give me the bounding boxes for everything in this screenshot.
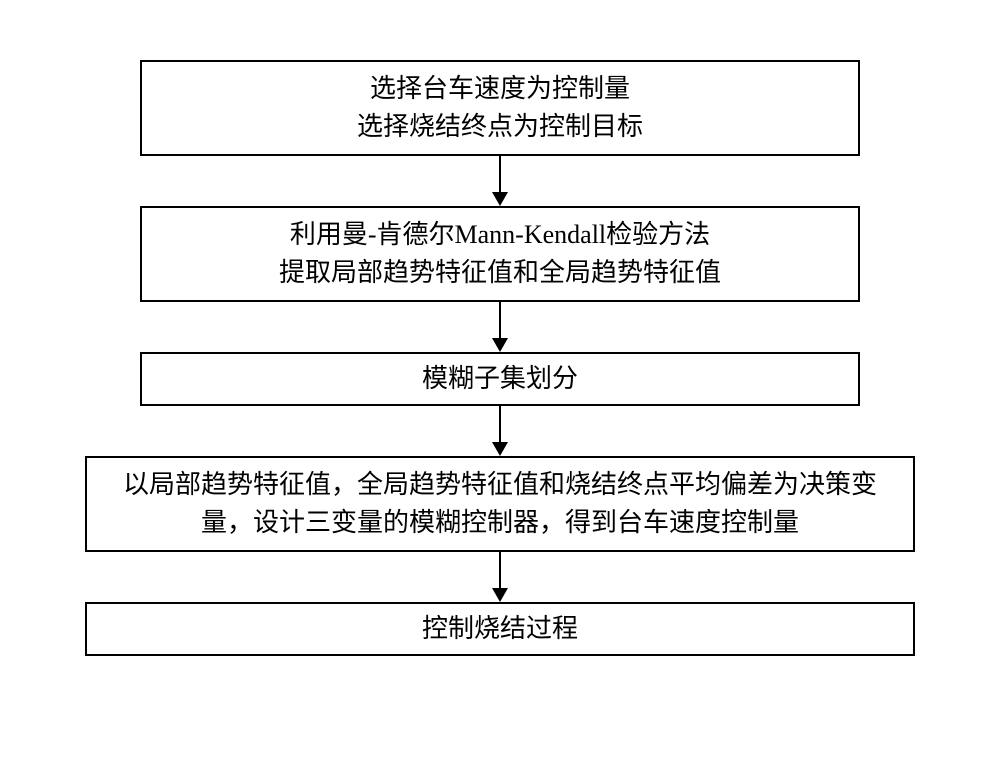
arrow-line-3 <box>499 552 501 588</box>
flow-box-2-line-0: 模糊子集划分 <box>422 360 578 398</box>
flow-arrow-3 <box>492 552 508 602</box>
flow-box-0: 选择台车速度为控制量选择烧结终点为控制目标 <box>140 60 860 156</box>
arrow-head-icon-2 <box>492 442 508 456</box>
flow-box-4-line-0: 控制烧结过程 <box>422 610 578 648</box>
flow-box-1: 利用曼-肯德尔Mann-Kendall检验方法提取局部趋势特征值和全局趋势特征值 <box>140 206 860 302</box>
arrow-head-icon-1 <box>492 338 508 352</box>
flow-box-4: 控制烧结过程 <box>85 602 915 656</box>
flow-box-1-line-0: 利用曼-肯德尔Mann-Kendall检验方法 <box>290 216 710 254</box>
arrow-head-icon-0 <box>492 192 508 206</box>
arrow-line-2 <box>499 406 501 442</box>
flow-box-3-line-0: 以局部趋势特征值，全局趋势特征值和烧结终点平均偏差为决策变 <box>123 466 877 504</box>
arrow-line-1 <box>499 302 501 338</box>
flow-arrow-1 <box>492 302 508 352</box>
flow-box-1-line-1: 提取局部趋势特征值和全局趋势特征值 <box>279 254 721 292</box>
arrow-head-icon-3 <box>492 588 508 602</box>
flow-box-0-line-0: 选择台车速度为控制量 <box>370 70 630 108</box>
flow-box-2: 模糊子集划分 <box>140 352 860 406</box>
flow-arrow-0 <box>492 156 508 206</box>
flow-arrow-2 <box>492 406 508 456</box>
flow-box-0-line-1: 选择烧结终点为控制目标 <box>357 108 643 146</box>
arrow-line-0 <box>499 156 501 192</box>
flow-box-3: 以局部趋势特征值，全局趋势特征值和烧结终点平均偏差为决策变量，设计三变量的模糊控… <box>85 456 915 552</box>
flow-box-3-line-1: 量，设计三变量的模糊控制器，得到台车速度控制量 <box>201 504 799 542</box>
